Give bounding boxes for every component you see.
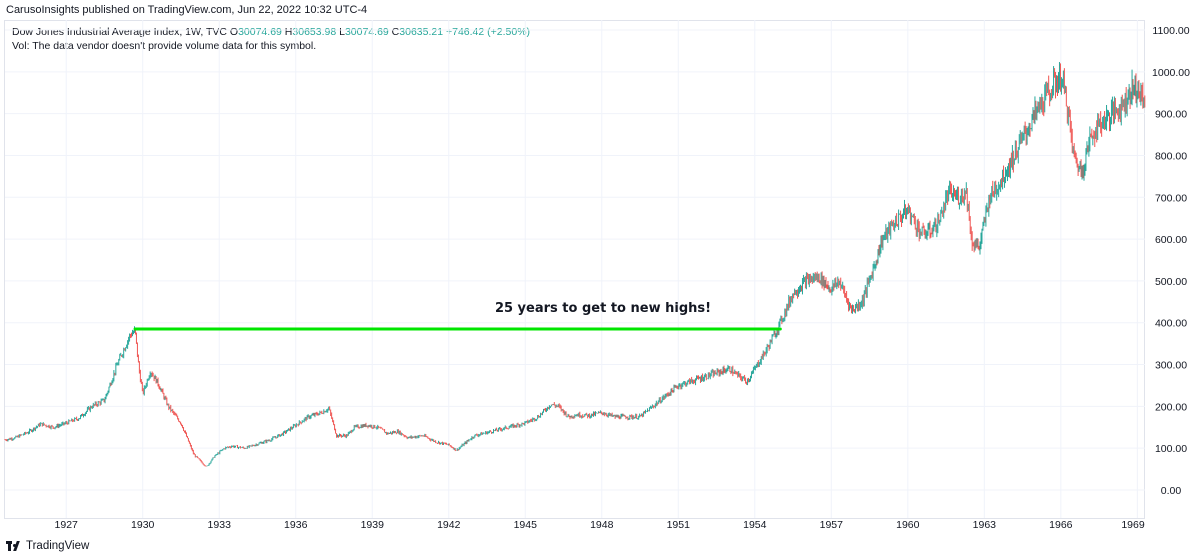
x-tick-label: 1954 (743, 519, 767, 531)
x-tick-label: 1939 (361, 519, 385, 531)
x-tick-label: 1951 (667, 519, 691, 531)
candles-layer (4, 62, 1146, 467)
time-axis[interactable]: 1927 1930 1933 1936 1939 1942 1945 1948 1951 1954… (55, 519, 1145, 531)
chart-legend: Dow Jones Industrial Average Index, 1W, … (12, 25, 530, 53)
x-tick-label: 1936 (284, 519, 308, 531)
y-tick-label: 500.00 (1155, 276, 1187, 288)
publisher-line: CarusoInsights published on TradingView.… (6, 4, 368, 16)
x-tick-label: 1933 (208, 519, 232, 531)
price-axis[interactable]: 1100.00 1000.00 900.00 800.00 700.00 600.00 50… (1152, 25, 1190, 497)
tradingview-logo-icon (6, 541, 22, 551)
annotation-text: 25 years to get to new highs! (495, 301, 711, 316)
y-tick-label: 200.00 (1155, 401, 1187, 413)
legend-high: 30653.98 (292, 26, 337, 38)
chart-grid (5, 20, 1145, 518)
x-tick-label: 1957 (820, 519, 844, 531)
legend-volume-note: Vol: The data vendor doesn't provide vol… (12, 40, 317, 52)
y-tick-label: 1000.00 (1152, 67, 1190, 79)
x-tick-label: 1927 (55, 519, 79, 531)
y-tick-label: 400.00 (1155, 318, 1187, 330)
legend-row-ohlc: Dow Jones Industrial Average Index, 1W, … (12, 25, 530, 39)
legend-high-label: H (284, 26, 293, 38)
x-tick-label: 1942 (437, 519, 461, 531)
footer: TradingView (6, 540, 89, 552)
y-tick-label: 1100.00 (1152, 25, 1189, 37)
chart-frame (4, 20, 1145, 519)
legend-low: 30074.69 (344, 26, 389, 38)
legend-open-label: O (229, 26, 239, 38)
footer-brand: TradingView (26, 540, 90, 552)
legend-close-label: C (391, 26, 400, 38)
x-tick-label: 1960 (896, 519, 920, 531)
x-tick-label: 1966 (1049, 519, 1073, 531)
y-tick-label: 0.00 (1161, 485, 1182, 497)
x-tick-label: 1930 (131, 519, 155, 531)
legend-low-label: L (339, 26, 345, 38)
legend-change: +746.42 (+2.50%) (445, 26, 531, 38)
y-tick-label: 300.00 (1155, 360, 1187, 372)
x-tick-label: 1969 (1121, 519, 1145, 531)
legend-close: 30635.21 (399, 26, 444, 38)
y-tick-label: 900.00 (1155, 109, 1187, 121)
y-tick-label: 700.00 (1155, 192, 1187, 204)
y-tick-label: 600.00 (1155, 234, 1187, 246)
legend-open: 30074.69 (238, 26, 282, 38)
x-tick-label: 1948 (590, 519, 614, 531)
y-tick-label: 800.00 (1155, 150, 1187, 162)
x-tick-label: 1963 (973, 519, 997, 531)
y-tick-label: 100.00 (1155, 443, 1187, 455)
x-tick-label: 1945 (514, 519, 538, 531)
